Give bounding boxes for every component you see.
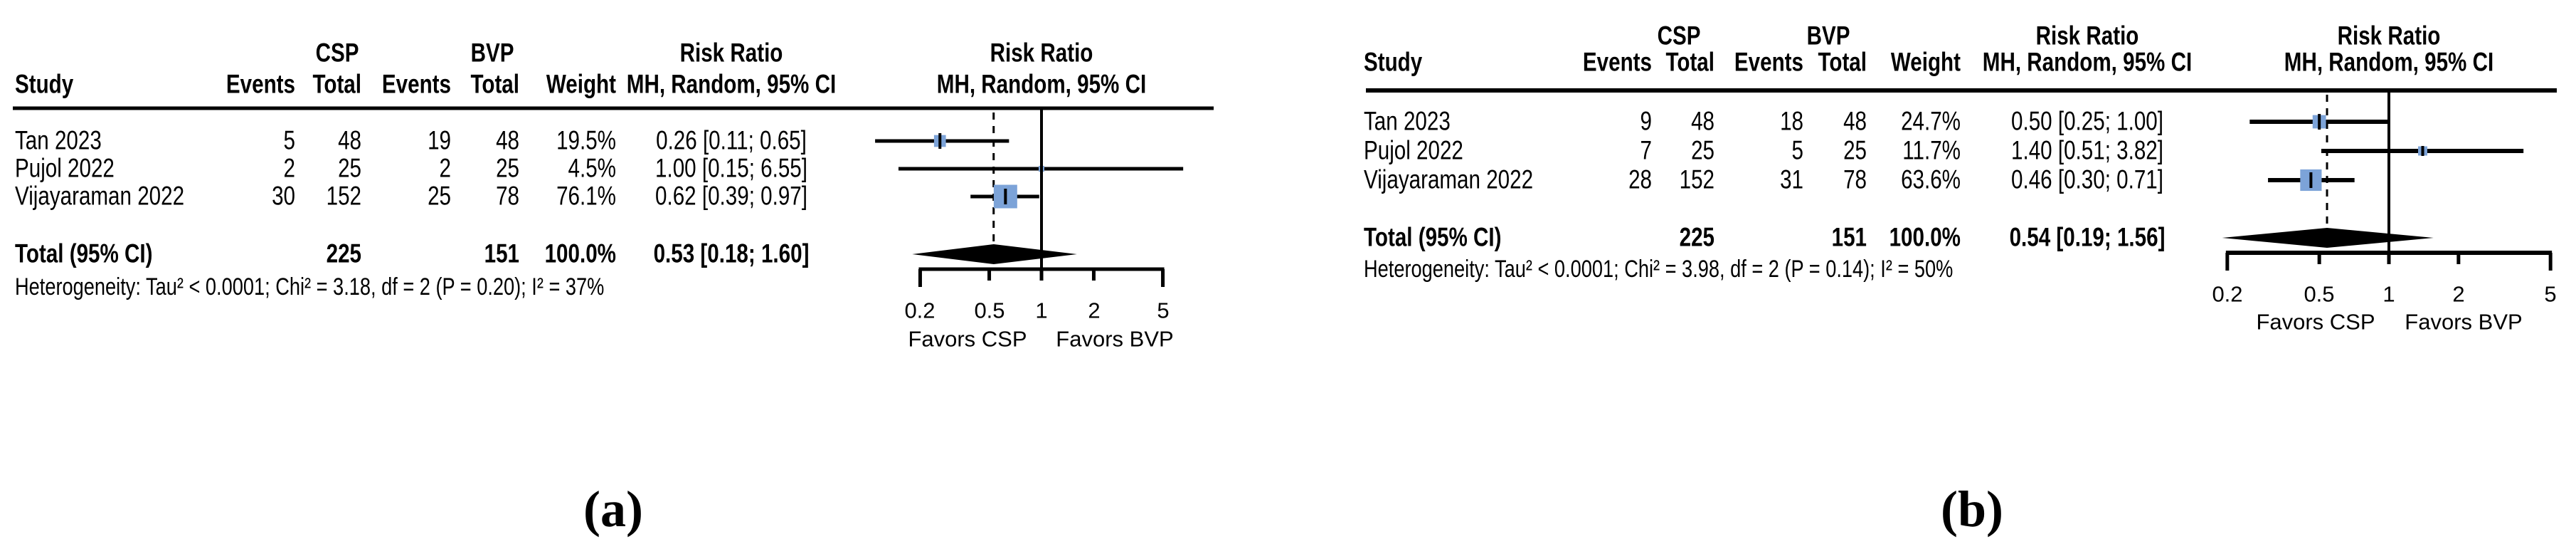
axis-tick-label: 5 — [1157, 298, 1170, 323]
table-cell-total-csp: 25 — [1691, 135, 1714, 165]
heterogeneity-note: Heterogeneity: Tau² < 0.0001; Chi² = 3.1… — [15, 273, 605, 301]
panel-b-header-risk-ratio-col: Risk Ratio — [2035, 21, 2139, 51]
table-cell-events-bvp: 2 — [439, 153, 451, 183]
panel-a-header-total-csp: Total — [312, 69, 361, 99]
panel-a-header-bvp-group: BVP — [470, 38, 514, 68]
panel-b-header-bvp-group: BVP — [1806, 21, 1850, 51]
axis-tick-label: 1 — [2382, 281, 2395, 307]
axis-tick-label: 5 — [2544, 281, 2557, 307]
table-cell-events-bvp: 25 — [428, 181, 451, 211]
table-cell-events-bvp: 19 — [428, 125, 451, 155]
table-cell-rr-ci: 1.00 [0.15; 6.55] — [655, 153, 807, 183]
table-row-study-name: Vijayaraman 2022 — [15, 181, 185, 211]
table-cell-weight: 11.7% — [1902, 135, 1961, 165]
favors-left-label: Favors CSP — [908, 326, 1027, 352]
table-cell-events-csp: 5 — [283, 125, 295, 155]
panel-b-header-risk-ratio-plot: Risk Ratio — [2337, 21, 2441, 51]
panel-b-header-mh-col: MH, Random, 95% CI — [1982, 47, 2193, 77]
table-cell-events-bvp: 5 — [1791, 135, 1803, 165]
table-cell-rr-ci: 0.26 [0.11; 0.65] — [656, 125, 807, 155]
panel-b-header-events-bvp: Events — [1734, 47, 1803, 77]
axis-tick-label: 0.2 — [2212, 281, 2243, 307]
table-cell-events-csp: 30 — [272, 181, 295, 211]
table-cell-events-bvp: 18 — [1780, 106, 1803, 136]
axis-tick-label: 1 — [1035, 298, 1048, 323]
table-cell-weight: 4.5% — [568, 153, 616, 183]
panel-a-header-mh-col: MH, Random, 95% CI — [626, 69, 837, 99]
table-cell-total-bvp: 78 — [1843, 164, 1867, 194]
table-cell-events-csp: 28 — [1628, 164, 1652, 194]
total-row-rr-ci: 0.53 [0.18; 1.60] — [653, 239, 810, 268]
table-row-study-name: Tan 2023 — [1364, 106, 1451, 136]
favors-right-label: Favors BVP — [2405, 309, 2523, 335]
favors-left-label: Favors CSP — [2256, 309, 2375, 335]
total-row-total-bvp: 151 — [484, 239, 519, 268]
total-row-weight: 100.0% — [1889, 222, 1961, 252]
panel-b-header-csp-group: CSP — [1657, 21, 1701, 51]
axis-tick-label: 2 — [1088, 298, 1101, 323]
table-cell-weight: 76.1% — [556, 181, 616, 211]
table-cell-total-csp: 48 — [1691, 106, 1714, 136]
total-row-total-bvp: 151 — [1831, 222, 1867, 252]
table-cell-rr-ci: 0.50 [0.25; 1.00] — [2011, 106, 2163, 136]
table-row-study-name: Pujol 2022 — [15, 153, 115, 183]
axis-tick-label: 0.5 — [974, 298, 1005, 323]
panel-b-header-total-bvp: Total — [1818, 47, 1867, 77]
table-cell-total-csp: 25 — [338, 153, 361, 183]
panel-a-header-study: Study — [15, 69, 74, 99]
table-cell-weight: 63.6% — [1901, 164, 1961, 194]
table-cell-rr-ci: 0.62 [0.39; 0.97] — [655, 181, 807, 211]
axis-tick-label: 0.2 — [904, 298, 935, 323]
axis-tick-label: 2 — [2452, 281, 2465, 307]
panel-a-header-events-bvp: Events — [381, 69, 451, 99]
table-cell-events-bvp: 31 — [1780, 164, 1803, 194]
panel-a-header-total-bvp: Total — [470, 69, 519, 99]
table-row-study-name: Tan 2023 — [15, 125, 102, 155]
table-cell-rr-ci: 1.40 [0.51; 3.82] — [2011, 135, 2163, 165]
table-cell-total-csp: 152 — [326, 181, 361, 211]
panel-a-label: (a) — [583, 481, 643, 538]
panel-a-header-mh-plot: MH, Random, 95% CI — [936, 69, 1147, 99]
panel-b-header-weight: Weight — [1890, 47, 1961, 77]
panel-a-header-events-csp: Events — [226, 69, 295, 99]
total-row-total-csp: 225 — [326, 239, 361, 268]
table-cell-weight: 19.5% — [556, 125, 616, 155]
total-row-label: Total (95% CI) — [15, 239, 153, 268]
table-cell-total-bvp: 48 — [496, 125, 519, 155]
table-cell-total-csp: 48 — [338, 125, 361, 155]
panel-a-header-risk-ratio-plot: Risk Ratio — [990, 38, 1093, 68]
table-cell-total-bvp: 48 — [1843, 106, 1867, 136]
panel-a-header-csp-group: CSP — [315, 38, 359, 68]
total-row-rr-ci: 0.54 [0.19; 1.56] — [2009, 222, 2166, 252]
table-cell-total-bvp: 25 — [496, 153, 519, 183]
panel-a-header-risk-ratio-col: Risk Ratio — [679, 38, 783, 68]
panel-b-header-mh-plot: MH, Random, 95% CI — [2284, 47, 2494, 77]
panel-b-header-events-csp: Events — [1582, 47, 1652, 77]
table-cell-events-csp: 9 — [1640, 106, 1652, 136]
table-row-study-name: Pujol 2022 — [1364, 135, 1463, 165]
favors-right-label: Favors BVP — [1056, 326, 1174, 352]
panel-b-header-study: Study — [1364, 47, 1423, 77]
table-cell-total-bvp: 78 — [496, 181, 519, 211]
total-row-weight: 100.0% — [544, 239, 616, 268]
total-row-label: Total (95% CI) — [1364, 222, 1502, 252]
panel-a-header-weight: Weight — [546, 69, 616, 99]
panel-b-header-total-csp: Total — [1665, 47, 1714, 77]
table-cell-weight: 24.7% — [1901, 106, 1961, 136]
table-cell-total-bvp: 25 — [1843, 135, 1867, 165]
table-cell-events-csp: 7 — [1640, 135, 1652, 165]
total-row-total-csp: 225 — [1679, 222, 1714, 252]
table-cell-rr-ci: 0.46 [0.30; 0.71] — [2011, 164, 2163, 194]
table-cell-events-csp: 2 — [283, 153, 295, 183]
heterogeneity-note: Heterogeneity: Tau² < 0.0001; Chi² = 3.9… — [1364, 256, 1954, 283]
table-row-study-name: Vijayaraman 2022 — [1364, 164, 1534, 194]
table-cell-total-csp: 152 — [1679, 164, 1714, 194]
panel-b-label: (b) — [1941, 481, 2003, 538]
axis-tick-label: 0.5 — [2304, 281, 2335, 307]
